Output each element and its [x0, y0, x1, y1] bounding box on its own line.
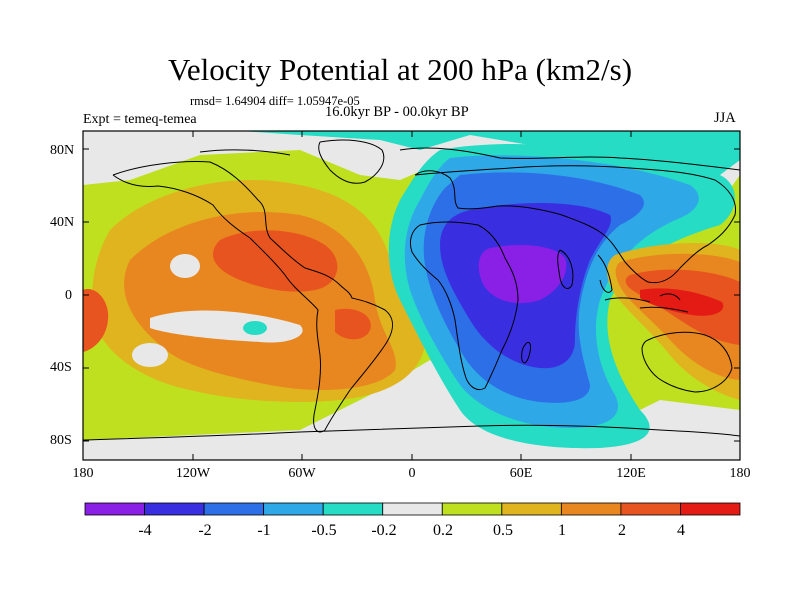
lon-label-120w: 120W	[175, 466, 211, 481]
field-red-west	[212, 230, 338, 292]
coast-north-america	[112, 161, 393, 433]
colorbar-label: 1	[558, 522, 566, 539]
lon-label-60w: 60W	[288, 466, 316, 481]
colorbar-label: -1	[257, 522, 271, 539]
period-label: 16.0kyr BP - 00.0kyr BP	[325, 104, 469, 120]
colorbar-swatch	[263, 502, 324, 516]
coast-antarctica	[83, 424, 740, 441]
field-red-southamerica	[335, 308, 371, 340]
colorbar	[84, 502, 741, 516]
map-title: Velocity Potential at 200 hPa (km2/s)	[167, 52, 633, 87]
field-teal-north	[240, 131, 740, 190]
coast-eurasia	[414, 165, 737, 284]
coast-australia	[641, 331, 733, 393]
colorbar-swatch	[560, 502, 622, 516]
coast-indonesia	[604, 293, 689, 313]
lat-label-80n: 80N	[50, 143, 75, 158]
colorbar-label: -4	[138, 522, 152, 539]
field-red-dateline	[83, 289, 109, 352]
colorbar-swatch	[144, 502, 205, 516]
colorbar-swatch	[680, 502, 741, 516]
lon-label-180w: 180	[72, 466, 94, 481]
lat-label-0: 0	[65, 288, 72, 303]
colorbar-swatch	[620, 502, 681, 516]
lon-label-180e: 180	[729, 466, 751, 481]
colorbar-label: 0.2	[433, 522, 453, 539]
experiment-label: Expt = temeq-temea	[83, 112, 197, 127]
colorbar-swatch	[322, 502, 384, 516]
colorbar-label: -2	[198, 522, 212, 539]
contour-field	[83, 131, 740, 460]
colorbar-label: 2	[618, 522, 626, 539]
coast-greenland	[318, 139, 385, 184]
colorbar-label: 0.5	[493, 522, 513, 539]
colorbar-swatch	[382, 502, 443, 516]
colorbar-swatch	[203, 502, 265, 516]
lat-label-80s: 80S	[50, 433, 72, 448]
coastlines	[83, 139, 740, 441]
colorbar-swatch	[441, 502, 503, 516]
rmsd-diff-stats: rmsd= 1.64904 diff= 1.05947e-05	[190, 94, 360, 108]
map-frame	[82, 130, 741, 461]
coast-madagascar	[521, 341, 531, 364]
season-label: JJA	[714, 110, 736, 126]
lat-label-40s: 40S	[50, 360, 72, 375]
lon-label-0: 0	[408, 466, 416, 481]
colorbar-label: -0.2	[371, 522, 397, 539]
colorbar-label: -0.5	[311, 522, 337, 539]
coast-arctic	[199, 147, 740, 171]
lat-label-40n: 40N	[50, 215, 75, 230]
coast-indochina	[597, 254, 613, 293]
colorbar-swatch	[501, 502, 562, 516]
coast-africa	[409, 221, 519, 391]
coast-india	[557, 249, 574, 289]
lon-label-60e: 60E	[509, 466, 533, 481]
field-purple-center	[478, 245, 567, 304]
colorbar-label: 4	[677, 522, 685, 539]
colorbar-swatch	[84, 502, 145, 516]
axis-ticks	[83, 131, 740, 460]
lon-label-120e: 120E	[616, 466, 646, 481]
